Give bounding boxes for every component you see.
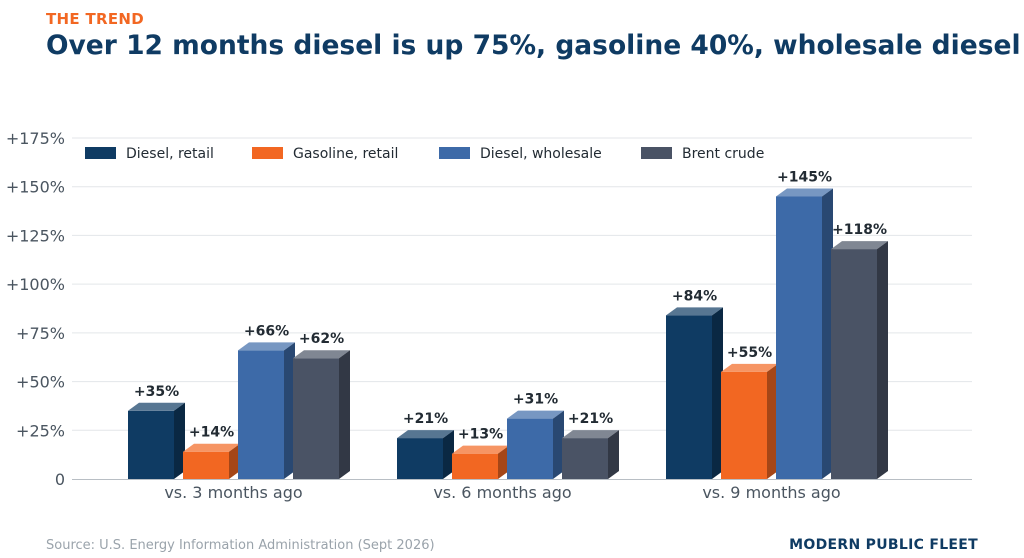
bar-top [128, 402, 185, 411]
bar-front [397, 438, 443, 479]
bar-front [507, 418, 553, 479]
bar-top [183, 443, 240, 452]
bar-side [229, 443, 240, 479]
bar [238, 342, 295, 479]
bar-value-label: +145% [777, 169, 832, 185]
y-tick-label: +100% [6, 275, 65, 294]
bar [507, 410, 564, 479]
legend-label: Diesel, wholesale [480, 146, 602, 162]
legend-label: Gasoline, retail [293, 146, 398, 162]
bar [183, 443, 240, 479]
bar-side [174, 402, 185, 479]
y-tick-label: +150% [6, 178, 65, 197]
legend-item: Brent crude [641, 146, 764, 162]
y-axis-ticks: 0 +25% +50% +75% +100% +125% +150% +175% [6, 129, 65, 489]
bar [562, 430, 619, 479]
y-tick-label: 0 [55, 470, 65, 489]
bar [397, 430, 454, 479]
brand-logo-text: MODERN PUBLIC FLEET [789, 537, 978, 553]
bar-top [721, 363, 778, 372]
chart-title: Over 12 months diesel is up 75%, gasolin… [46, 30, 1021, 61]
bar-front [562, 438, 608, 479]
bar-front [452, 453, 498, 479]
bar-top [238, 342, 295, 351]
legend-swatch [85, 147, 116, 159]
bar-value-label: +14% [189, 425, 234, 441]
bar-front [128, 410, 174, 479]
bar-value-label: +55% [727, 345, 772, 361]
y-tick-label: +175% [6, 129, 65, 148]
bar [831, 241, 888, 479]
x-category-label: vs. 3 months ago [164, 483, 302, 502]
y-tick-label: +75% [16, 324, 65, 343]
x-category-label: vs. 9 months ago [702, 483, 840, 502]
legend-swatch [641, 147, 672, 159]
data-labels: +35% +14% +66% +62% +21% +13% +31% +21% +84% +55%… [134, 169, 887, 442]
bar-top [562, 430, 619, 439]
legend-label: Brent crude [682, 146, 764, 162]
bar-front [721, 371, 767, 479]
bar-value-label: +84% [672, 288, 717, 304]
legend: Diesel, retail Gasoline, retail Diesel, wh… [85, 146, 764, 162]
bar-front [666, 315, 712, 479]
bar-value-label: +21% [403, 411, 448, 427]
bar-value-label: +31% [513, 392, 558, 408]
bar-front [776, 196, 822, 479]
legend-item: Gasoline, retail [252, 146, 398, 162]
bar-front [293, 358, 339, 479]
legend-item: Diesel, retail [85, 146, 214, 162]
bar-side [608, 430, 619, 479]
bar-side [877, 241, 888, 479]
bars [128, 188, 888, 479]
bar-value-label: +62% [299, 331, 344, 347]
legend-label: Diesel, retail [126, 146, 214, 162]
bar [721, 363, 778, 479]
bar-top [666, 307, 723, 316]
chart-kicker: THE TREND [46, 10, 144, 28]
bar-value-label: +13% [458, 427, 503, 443]
bar-value-label: +35% [134, 384, 179, 400]
bar-value-label: +21% [568, 411, 613, 427]
bar-side [822, 188, 833, 479]
legend-item: Diesel, wholesale [439, 146, 602, 162]
y-tick-label: +125% [6, 226, 65, 245]
bar-top [293, 350, 350, 359]
bar-top [397, 430, 454, 439]
legend-swatch [439, 147, 470, 159]
bar-value-label: +66% [244, 323, 289, 339]
legend-swatch [252, 147, 283, 159]
bar-value-label: +118% [832, 222, 887, 238]
bar [293, 350, 350, 479]
bar-side [339, 350, 350, 479]
source-note: Source: U.S. Energy Information Administ… [46, 538, 435, 553]
bar-top [507, 410, 564, 419]
bar-top [776, 188, 833, 197]
y-tick-label: +25% [16, 421, 65, 440]
bar [776, 188, 833, 479]
bar [128, 402, 185, 479]
bar [452, 445, 509, 479]
y-tick-label: +50% [16, 373, 65, 392]
bar-front [831, 249, 877, 479]
bar-front [183, 451, 229, 479]
bar-side [553, 410, 564, 479]
bar-side [712, 307, 723, 479]
bar-side [443, 430, 454, 479]
x-category-label: vs. 6 months ago [433, 483, 571, 502]
bar [666, 307, 723, 479]
bar-top [452, 445, 509, 454]
bar-front [238, 350, 284, 479]
bar-side [767, 363, 778, 479]
bar-top [831, 241, 888, 250]
bar-side [284, 342, 295, 479]
bar-side [498, 445, 509, 479]
